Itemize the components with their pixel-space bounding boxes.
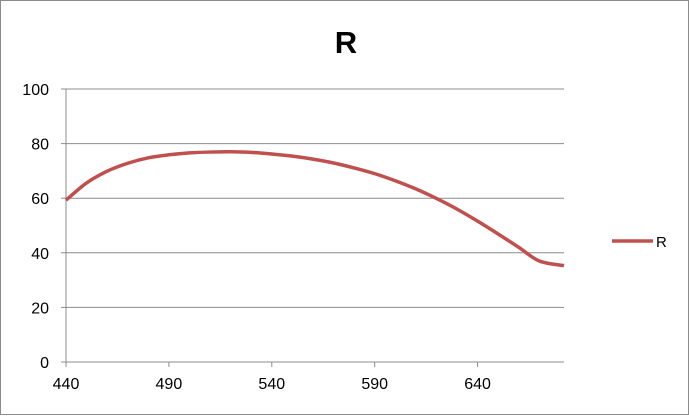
y-tick-label-40: 40 — [31, 246, 49, 263]
x-tick-label-540: 540 — [258, 376, 285, 393]
y-tick-label-0: 0 — [40, 355, 49, 372]
y-tick-label-80: 80 — [31, 137, 49, 154]
x-tick-label-640: 640 — [464, 376, 491, 393]
legend: R — [612, 234, 667, 251]
gridlines — [66, 89, 564, 307]
y-tick-label-100: 100 — [22, 82, 49, 99]
x-tick-label-490: 490 — [156, 376, 183, 393]
x-tick-label-590: 590 — [361, 376, 388, 393]
legend-label: R — [656, 234, 667, 251]
x-tick-label-440: 440 — [53, 376, 80, 393]
y-axis-ticks: 0 20 40 60 80 100 — [22, 82, 66, 372]
axes — [66, 89, 564, 362]
y-tick-label-60: 60 — [31, 191, 49, 208]
series-group — [66, 152, 564, 266]
series-line-R — [66, 152, 564, 266]
x-axis-ticks: 440 490 540 590 640 — [53, 362, 491, 393]
chart-title: R — [335, 25, 357, 60]
y-tick-label-20: 20 — [31, 300, 49, 317]
